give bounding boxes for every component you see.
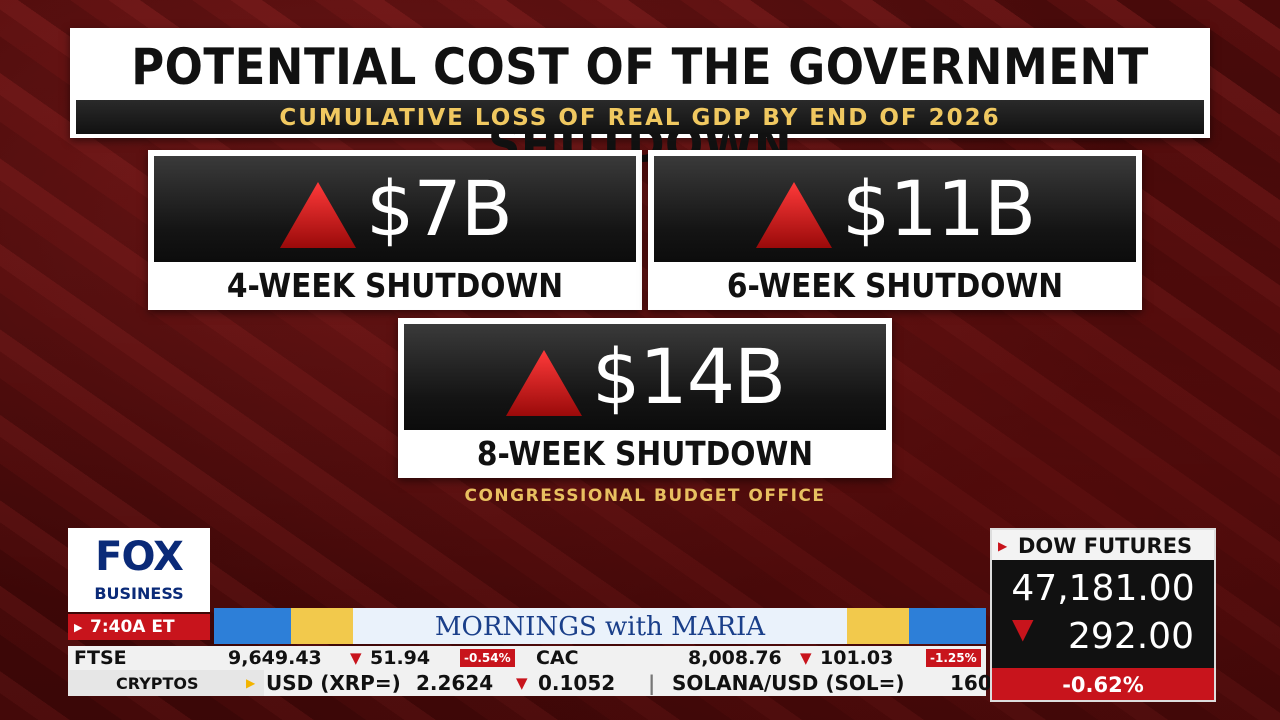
ticker-cac-name: CAC <box>536 647 579 669</box>
logo-business-text: BUSINESS <box>94 584 184 603</box>
time-text: 7:40A ET <box>90 617 175 637</box>
down-arrow-icon: ▼ <box>350 649 362 667</box>
show-banner: MORNINGS with MARIA <box>214 608 986 644</box>
ticker-ftse-pct: -0.54% <box>460 649 515 667</box>
ticker-cac-change: 101.03 <box>820 647 894 669</box>
down-arrow-icon: ▼ <box>1012 612 1034 645</box>
dow-futures-panel: ▶ DOW FUTURES 47,181.00 ▼ 292.00 -0.62% <box>990 528 1216 702</box>
fox-business-logo: FOX BUSINESS <box>68 528 210 612</box>
play-arrow-icon: ▶ <box>998 539 1008 553</box>
dow-label: DOW FUTURES <box>1018 534 1193 558</box>
ticker-ftse-name: FTSE <box>74 647 127 669</box>
ticker-ftse-change: 51.94 <box>370 647 431 669</box>
card-value: $7B <box>366 164 513 253</box>
card-value-panel: $11B <box>654 156 1136 262</box>
down-arrow-icon: ▼ <box>800 649 812 667</box>
ticker-separator: | <box>648 671 656 695</box>
dow-value: 47,181.00 <box>1011 568 1195 609</box>
card-value-panel: $7B <box>154 156 636 262</box>
cost-card-4-week: $7B 4-WEEK SHUTDOWN <box>148 150 642 310</box>
subtitle-bar: CUMULATIVE LOSS OF REAL GDP BY END OF 20… <box>76 100 1204 134</box>
show-name: MORNINGS with MARIA <box>434 612 766 642</box>
card-value: $14B <box>592 332 786 421</box>
crypto-xrp-name: USD (XRP=) <box>266 671 401 695</box>
card-label: 8-WEEK SHUTDOWN <box>476 434 814 473</box>
page-title: POTENTIAL COST OF THE GOVERNMENT SHUTDOW… <box>131 38 1149 174</box>
ticker-row-indices: FTSE 9,649.43 ▼ 51.94 -0.54% CAC 8,008.7… <box>68 646 986 670</box>
crypto-label: CRYPTOS ▶ <box>68 670 264 696</box>
ticker-row-crypto: CRYPTOS ▶ USD (XRP=) 2.2624 ▼ 0.1052 | S… <box>68 670 992 696</box>
play-arrow-icon: ▶ <box>246 676 256 690</box>
card-value: $11B <box>842 164 1036 253</box>
ticker-cac-value: 8,008.76 <box>688 647 782 669</box>
dow-header: ▶ DOW FUTURES <box>992 530 1214 560</box>
crypto-sol-value: 160 <box>950 671 992 695</box>
dow-change: 292.00 <box>1068 616 1194 657</box>
crypto-xrp-value: 2.2624 <box>416 671 494 695</box>
card-label: 4-WEEK SHUTDOWN <box>226 266 564 305</box>
cost-card-6-week: $11B 6-WEEK SHUTDOWN <box>648 150 1142 310</box>
up-triangle-icon <box>280 182 356 248</box>
play-arrow-icon: ▶ <box>74 621 83 634</box>
subtitle: CUMULATIVE LOSS OF REAL GDP BY END OF 20… <box>279 105 1001 131</box>
card-label: 6-WEEK SHUTDOWN <box>726 266 1064 305</box>
down-arrow-icon: ▼ <box>516 674 528 692</box>
ticker-cac-pct: -1.25% <box>926 649 981 667</box>
ticker-ftse-value: 9,649.43 <box>228 647 322 669</box>
title-box: POTENTIAL COST OF THE GOVERNMENT SHUTDOW… <box>70 28 1210 174</box>
source-credit: CONGRESSIONAL BUDGET OFFICE <box>464 486 826 506</box>
crypto-xrp-change: 0.1052 <box>538 671 616 695</box>
crypto-label-text: CRYPTOS <box>116 674 199 693</box>
up-triangle-icon <box>506 350 582 416</box>
logo-fox-text: FOX <box>95 534 184 580</box>
up-triangle-icon <box>756 182 832 248</box>
crypto-sol-name: SOLANA/USD (SOL=) <box>672 671 905 695</box>
card-value-panel: $14B <box>404 324 886 430</box>
cost-card-8-week: $14B 8-WEEK SHUTDOWN <box>398 318 892 478</box>
dow-pct: -0.62% <box>992 668 1214 700</box>
time-badge: ▶ 7:40A ET <box>68 614 210 640</box>
